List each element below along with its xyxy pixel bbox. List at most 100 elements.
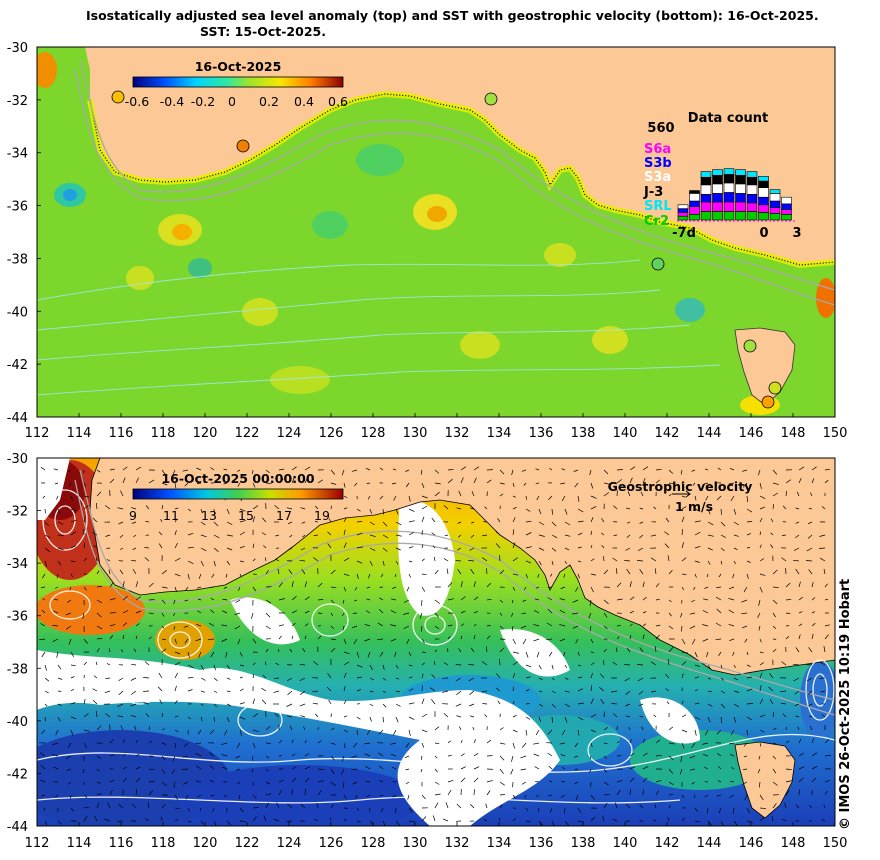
velocity-vector	[456, 690, 462, 696]
velocity-vector	[795, 647, 800, 653]
velocity-vector	[304, 739, 307, 744]
velocity-vector	[327, 543, 332, 549]
velocity-vector	[366, 729, 371, 735]
velocity-vector	[759, 662, 765, 666]
velocity-vector	[343, 661, 350, 666]
velocity-vector	[200, 677, 206, 681]
velocity-vector	[54, 598, 59, 601]
velocity-vector	[431, 699, 436, 705]
velocity-vector	[637, 664, 644, 666]
velocity-vector	[408, 807, 413, 813]
velocity-vector	[770, 532, 774, 536]
velocity-vector	[629, 635, 632, 640]
velocity-vector	[769, 698, 774, 705]
velocity-vector	[499, 794, 505, 796]
velocity-vector	[549, 807, 553, 813]
velocity-vector	[665, 673, 670, 679]
velocity-vector	[434, 768, 438, 773]
velocity-vector	[772, 711, 774, 718]
velocity-vector	[421, 558, 425, 562]
velocity-vector	[390, 624, 397, 627]
velocity-vector	[733, 820, 738, 826]
velocity-vector	[525, 703, 530, 705]
velocity-vector	[263, 815, 267, 822]
title-line-2: SST: 15-Oct-2025.	[200, 24, 326, 39]
sst-colorbar-title: 16-Oct-2025 00:00:00	[161, 471, 314, 486]
velocity-vector	[239, 702, 245, 705]
velocity-vector	[720, 703, 726, 709]
data-count-bar-segment	[723, 192, 735, 203]
velocity-vector	[654, 568, 657, 575]
velocity-vector	[639, 521, 644, 524]
velocity-vector	[651, 690, 657, 693]
x-axis-tick-label: 128	[361, 426, 386, 441]
data-count-bar-segment	[769, 189, 781, 194]
velocity-vector	[821, 714, 826, 718]
velocity-vector	[117, 820, 124, 822]
velocity-vector	[174, 482, 177, 489]
velocity-vector	[263, 545, 267, 549]
velocity-vector	[746, 703, 754, 705]
velocity-vector	[286, 507, 293, 510]
velocity-vector	[209, 779, 215, 783]
velocity-vector	[265, 802, 269, 809]
velocity-vector	[681, 482, 684, 487]
velocity-vector	[772, 504, 774, 510]
velocity-vector	[226, 820, 231, 826]
velocity-vector	[473, 789, 475, 796]
velocity-vector	[226, 534, 233, 537]
velocity-vector	[455, 677, 462, 682]
velocity-vector	[382, 677, 387, 681]
velocity-vector	[486, 790, 491, 796]
velocity-vector	[444, 534, 449, 537]
velocity-vector	[473, 634, 476, 640]
velocity-vector	[92, 688, 98, 692]
velocity-vector	[382, 820, 386, 826]
velocity-vector	[733, 560, 736, 565]
velocity-vector	[278, 624, 284, 627]
velocity-vector	[252, 713, 259, 718]
velocity-vector	[434, 742, 440, 745]
velocity-vector	[720, 690, 726, 694]
velocity-vector	[343, 529, 346, 536]
velocity-vector	[811, 466, 817, 471]
velocity-vector	[811, 622, 816, 627]
velocity-vector	[356, 573, 359, 580]
velocity-vector	[512, 742, 516, 749]
velocity-vector	[655, 739, 661, 744]
velocity-vector	[382, 534, 389, 539]
velocity-vector	[590, 558, 595, 562]
data-count-bar-segment	[723, 174, 735, 184]
velocity-vector	[239, 573, 242, 577]
velocity-vector	[317, 780, 324, 783]
velocity-vector	[433, 556, 436, 562]
velocity-vector	[498, 817, 501, 822]
velocity-vector	[104, 690, 111, 694]
data-count-bar-segment	[700, 201, 712, 212]
velocity-vector	[525, 495, 527, 500]
velocity-vector	[252, 807, 259, 809]
velocity-vector	[330, 505, 332, 510]
velocity-vector	[564, 521, 571, 526]
y-axis-tick-label: -38	[7, 662, 28, 677]
velocity-vector	[746, 676, 752, 679]
velocity-vector	[239, 688, 244, 692]
velocity-vector	[520, 625, 527, 629]
velocity-vector	[148, 780, 155, 783]
velocity-vector	[733, 677, 739, 681]
velocity-vector	[265, 648, 269, 653]
velocity-vector	[642, 766, 649, 770]
velocity-vector	[538, 521, 545, 526]
velocity-vector	[551, 508, 553, 515]
velocity-vector	[369, 547, 376, 552]
velocity-vector	[226, 508, 230, 515]
velocity-vector	[109, 624, 116, 627]
y-axis-tick-label: -40	[7, 305, 28, 320]
velocity-vector	[652, 819, 657, 822]
velocity-vector	[252, 698, 255, 705]
x-axis-tick-label: 142	[655, 426, 680, 441]
velocity-vector	[161, 816, 163, 822]
velocity-vector	[343, 794, 347, 800]
velocity-vector	[798, 752, 804, 757]
velocity-vector	[235, 755, 241, 759]
